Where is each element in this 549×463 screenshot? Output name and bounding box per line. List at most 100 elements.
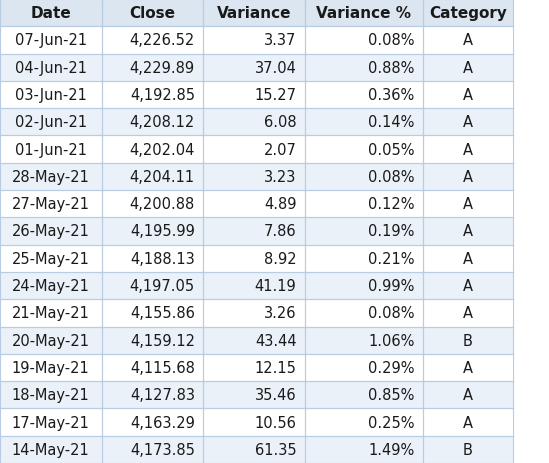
Bar	[0, 163, 102, 191]
Bar	[423, 0, 513, 27]
Bar	[102, 382, 203, 408]
Text: 07-Jun-21: 07-Jun-21	[15, 33, 87, 48]
Bar	[305, 300, 423, 327]
Text: 4,115.68: 4,115.68	[130, 360, 195, 375]
Bar	[203, 300, 305, 327]
Bar	[203, 382, 305, 408]
Text: 02-Jun-21: 02-Jun-21	[15, 115, 87, 130]
Text: 21-May-21: 21-May-21	[12, 306, 89, 321]
Bar	[102, 300, 203, 327]
Text: A: A	[463, 142, 473, 157]
Text: 37.04: 37.04	[255, 61, 296, 75]
Text: 4,208.12: 4,208.12	[130, 115, 195, 130]
Bar	[0, 272, 102, 300]
Text: 3.23: 3.23	[264, 169, 296, 185]
Bar	[0, 436, 102, 463]
Text: 0.08%: 0.08%	[368, 33, 414, 48]
Text: 4.89: 4.89	[264, 197, 296, 212]
Text: 18-May-21: 18-May-21	[12, 388, 89, 402]
Bar	[0, 55, 102, 81]
Bar	[203, 27, 305, 55]
Bar	[102, 218, 203, 245]
Bar	[102, 109, 203, 136]
Text: 4,197.05: 4,197.05	[130, 278, 195, 294]
Text: 17-May-21: 17-May-21	[12, 415, 89, 430]
Bar	[0, 218, 102, 245]
Text: 4,192.85: 4,192.85	[130, 88, 195, 103]
Text: Variance: Variance	[217, 6, 291, 21]
Bar	[203, 327, 305, 354]
Bar	[305, 109, 423, 136]
Text: 4,204.11: 4,204.11	[130, 169, 195, 185]
Bar	[102, 136, 203, 163]
Text: 8.92: 8.92	[264, 251, 296, 266]
Text: 2.07: 2.07	[264, 142, 296, 157]
Text: A: A	[463, 115, 473, 130]
Bar	[423, 81, 513, 109]
Bar	[0, 136, 102, 163]
Text: 04-Jun-21: 04-Jun-21	[15, 61, 87, 75]
Text: Category: Category	[429, 6, 507, 21]
Text: 15.27: 15.27	[254, 88, 296, 103]
Bar	[305, 27, 423, 55]
Text: 0.05%: 0.05%	[368, 142, 414, 157]
Text: A: A	[463, 169, 473, 185]
Text: 4,127.83: 4,127.83	[130, 388, 195, 402]
Bar	[0, 300, 102, 327]
Text: 27-May-21: 27-May-21	[12, 197, 90, 212]
Text: 0.21%: 0.21%	[368, 251, 414, 266]
Text: 4,200.88: 4,200.88	[130, 197, 195, 212]
Bar	[423, 163, 513, 191]
Text: 20-May-21: 20-May-21	[12, 333, 90, 348]
Text: A: A	[463, 388, 473, 402]
Text: 6.08: 6.08	[264, 115, 296, 130]
Bar	[203, 163, 305, 191]
Bar	[203, 272, 305, 300]
Bar	[305, 218, 423, 245]
Text: 4,229.89: 4,229.89	[130, 61, 195, 75]
Bar	[102, 0, 203, 27]
Text: 10.56: 10.56	[255, 415, 296, 430]
Bar	[305, 408, 423, 436]
Bar	[305, 272, 423, 300]
Text: Variance %: Variance %	[316, 6, 411, 21]
Text: 0.85%: 0.85%	[368, 388, 414, 402]
Text: 4,155.86: 4,155.86	[130, 306, 195, 321]
Bar	[203, 109, 305, 136]
Bar	[102, 55, 203, 81]
Bar	[203, 0, 305, 27]
Text: 26-May-21: 26-May-21	[12, 224, 89, 239]
Bar	[423, 55, 513, 81]
Text: 1.06%: 1.06%	[368, 333, 414, 348]
Bar	[102, 327, 203, 354]
Text: 3.37: 3.37	[264, 33, 296, 48]
Text: 0.29%: 0.29%	[368, 360, 414, 375]
Bar	[423, 436, 513, 463]
Bar	[423, 27, 513, 55]
Bar	[102, 81, 203, 109]
Bar	[423, 272, 513, 300]
Text: 0.25%: 0.25%	[368, 415, 414, 430]
Text: 03-Jun-21: 03-Jun-21	[15, 88, 87, 103]
Bar	[305, 245, 423, 272]
Bar	[305, 436, 423, 463]
Bar	[0, 191, 102, 218]
Bar	[102, 272, 203, 300]
Bar	[0, 354, 102, 382]
Text: A: A	[463, 278, 473, 294]
Bar	[102, 191, 203, 218]
Bar	[102, 436, 203, 463]
Bar	[203, 136, 305, 163]
Bar	[305, 163, 423, 191]
Text: 0.88%: 0.88%	[368, 61, 414, 75]
Text: 19-May-21: 19-May-21	[12, 360, 89, 375]
Bar	[305, 81, 423, 109]
Bar	[203, 354, 305, 382]
Text: A: A	[463, 197, 473, 212]
Bar	[305, 382, 423, 408]
Bar	[102, 27, 203, 55]
Bar	[203, 191, 305, 218]
Text: 7.86: 7.86	[264, 224, 296, 239]
Text: A: A	[463, 306, 473, 321]
Text: 4,226.52: 4,226.52	[130, 33, 195, 48]
